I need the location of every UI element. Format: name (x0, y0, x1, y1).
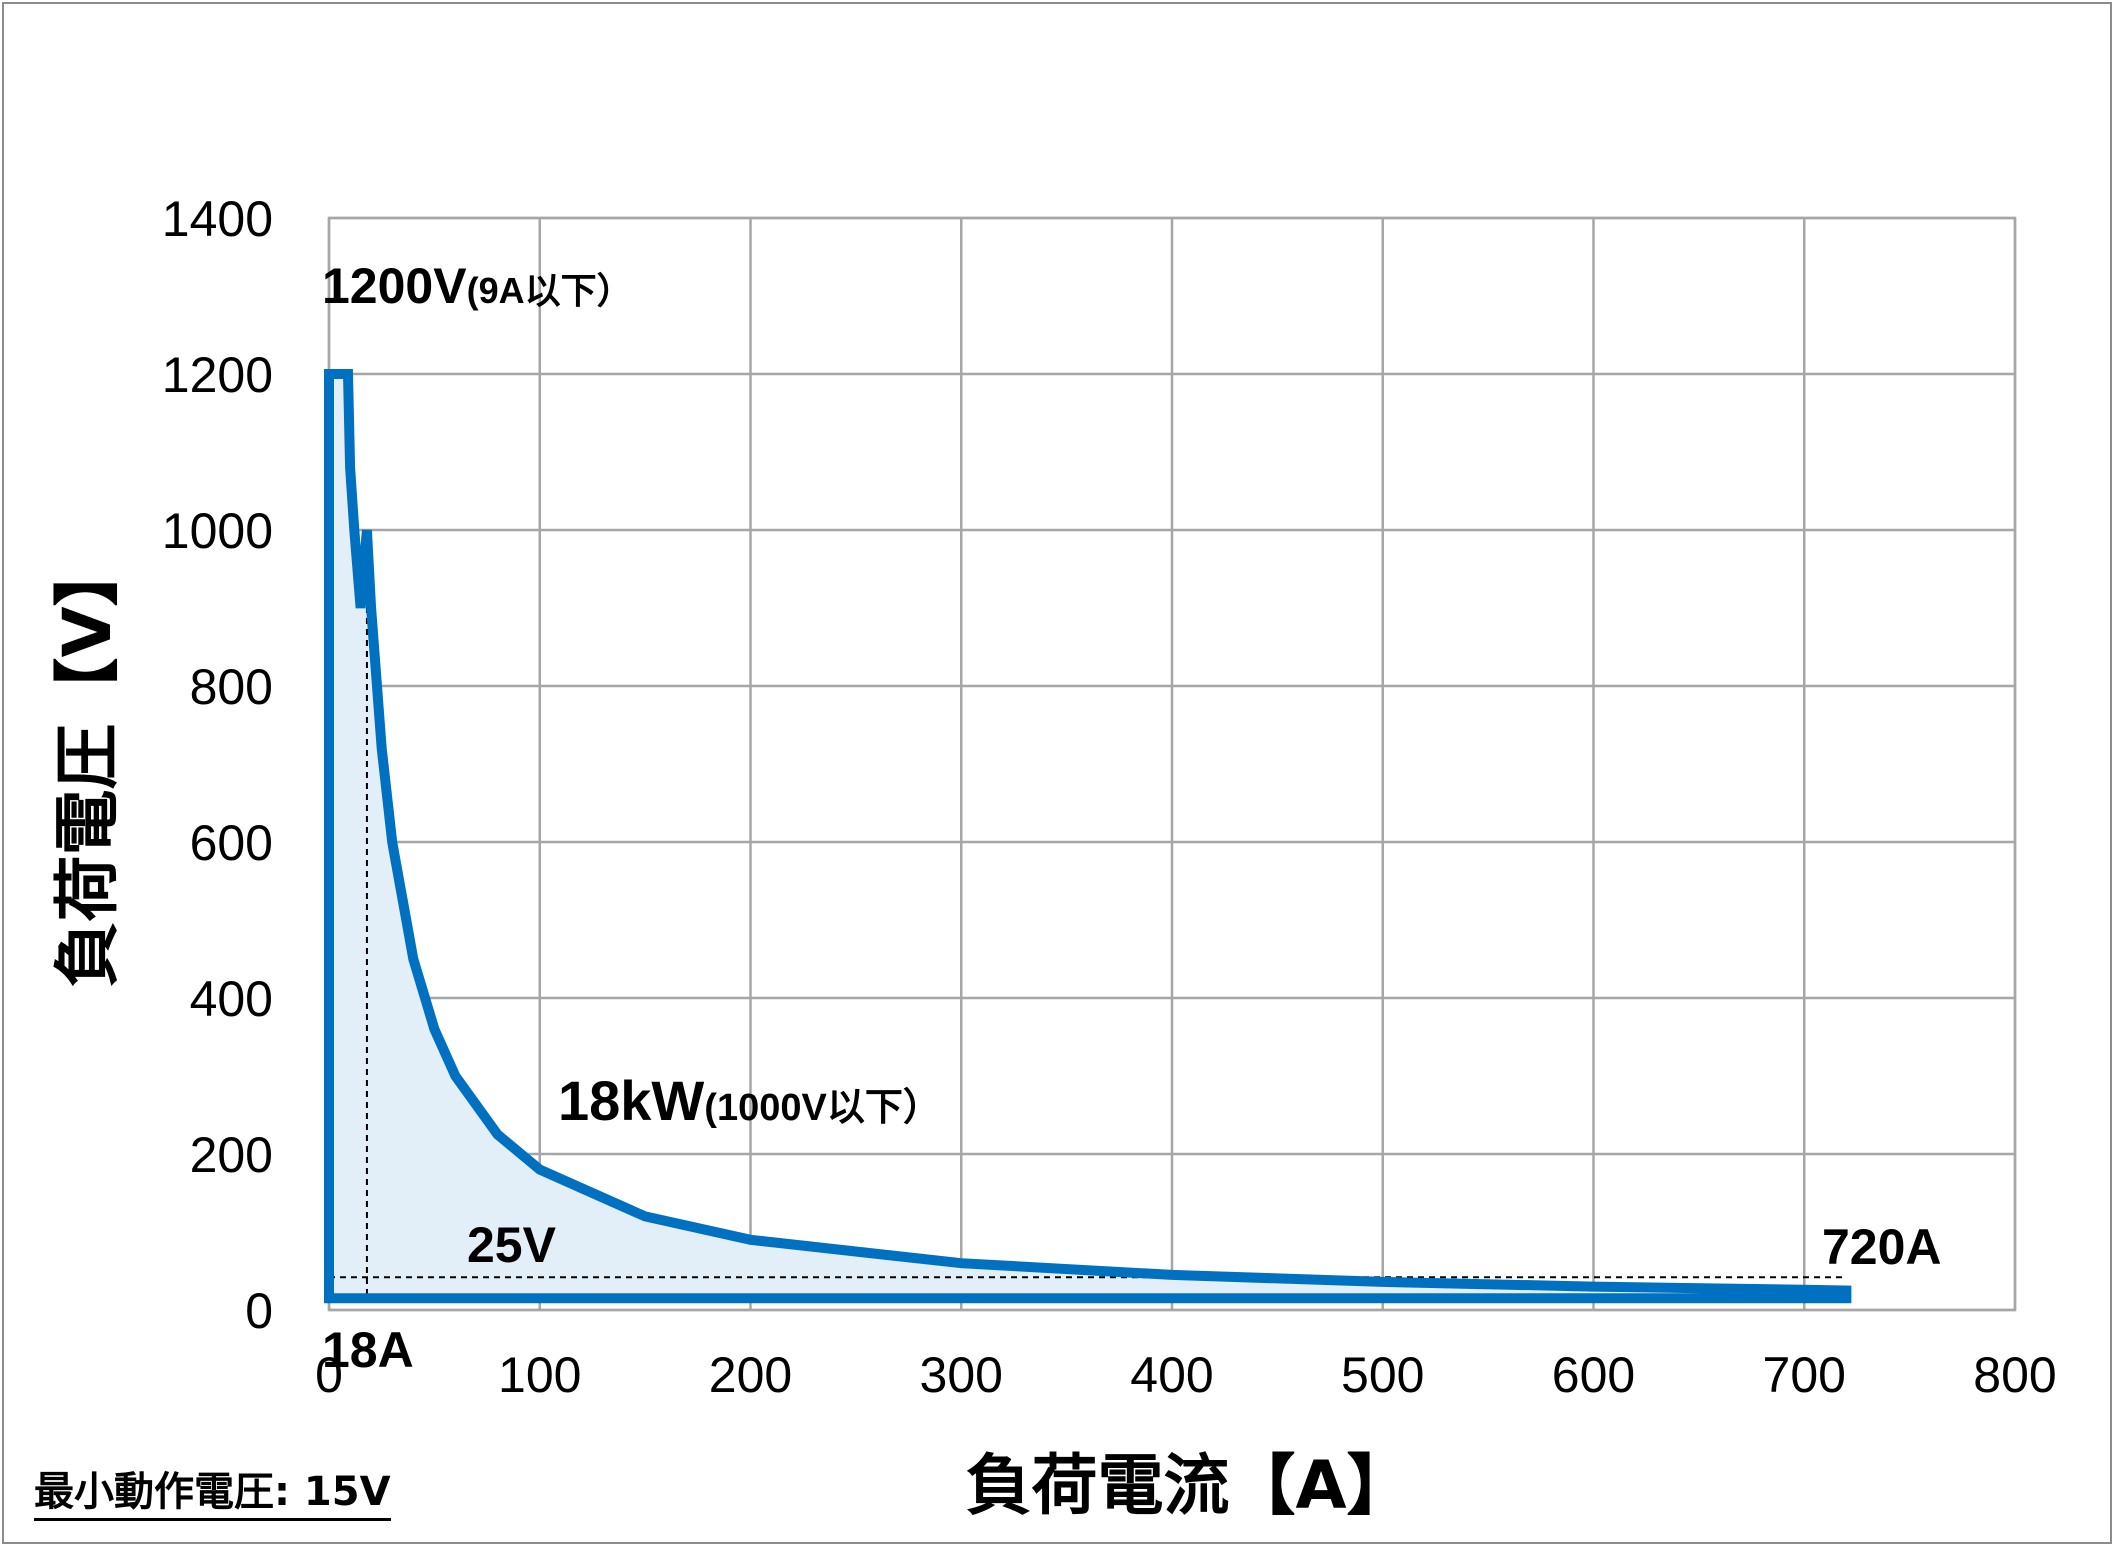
y-tick-label: 1200 (162, 347, 273, 403)
y-tick-labels: 0 200 400 600 800 1000 1200 1400 (162, 191, 273, 1339)
x-tick-label: 500 (1341, 1347, 1424, 1403)
x-tick-label: 400 (1130, 1347, 1213, 1403)
y-tick-label: 600 (190, 815, 273, 871)
annotation-1200v: 1200V(9A以下） (322, 258, 633, 314)
y-tick-label: 1400 (162, 191, 273, 247)
y-tick-label: 1000 (162, 503, 273, 559)
min-voltage-footnote: 最小動作電圧: 15V (34, 1470, 391, 1521)
y-tick-label: 0 (245, 1283, 273, 1339)
x-tick-label: 700 (1763, 1347, 1846, 1403)
y-tick-label: 200 (190, 1127, 273, 1183)
y-axis-title: 負荷電圧【V】 (49, 540, 126, 987)
y-tick-label: 800 (190, 659, 273, 715)
reference-lines (329, 530, 1847, 1302)
x-tick-label: 200 (709, 1347, 792, 1403)
x-axis-title: 負荷電流【A】 (965, 1447, 1412, 1524)
x-tick-label: 800 (1973, 1347, 2056, 1403)
x-tick-labels: 0 100 200 300 400 500 600 700 800 (315, 1347, 2057, 1403)
grid (327, 216, 2017, 1312)
x-tick-label: 0 (315, 1347, 343, 1403)
x-tick-label: 600 (1552, 1347, 1635, 1403)
annotation-18kw: 18kW(1000V以下） (558, 1069, 941, 1132)
annotation-18a: 18A (322, 1322, 414, 1378)
boundary-curve (324, 369, 1852, 1304)
operating-area-fill (329, 374, 1847, 1299)
y-tick-label: 400 (190, 971, 273, 1027)
x-tick-label: 100 (498, 1347, 581, 1403)
annotation-25v: 25V (467, 1217, 557, 1273)
annotation-720a: 720A (1822, 1219, 1942, 1275)
x-tick-label: 300 (920, 1347, 1003, 1403)
